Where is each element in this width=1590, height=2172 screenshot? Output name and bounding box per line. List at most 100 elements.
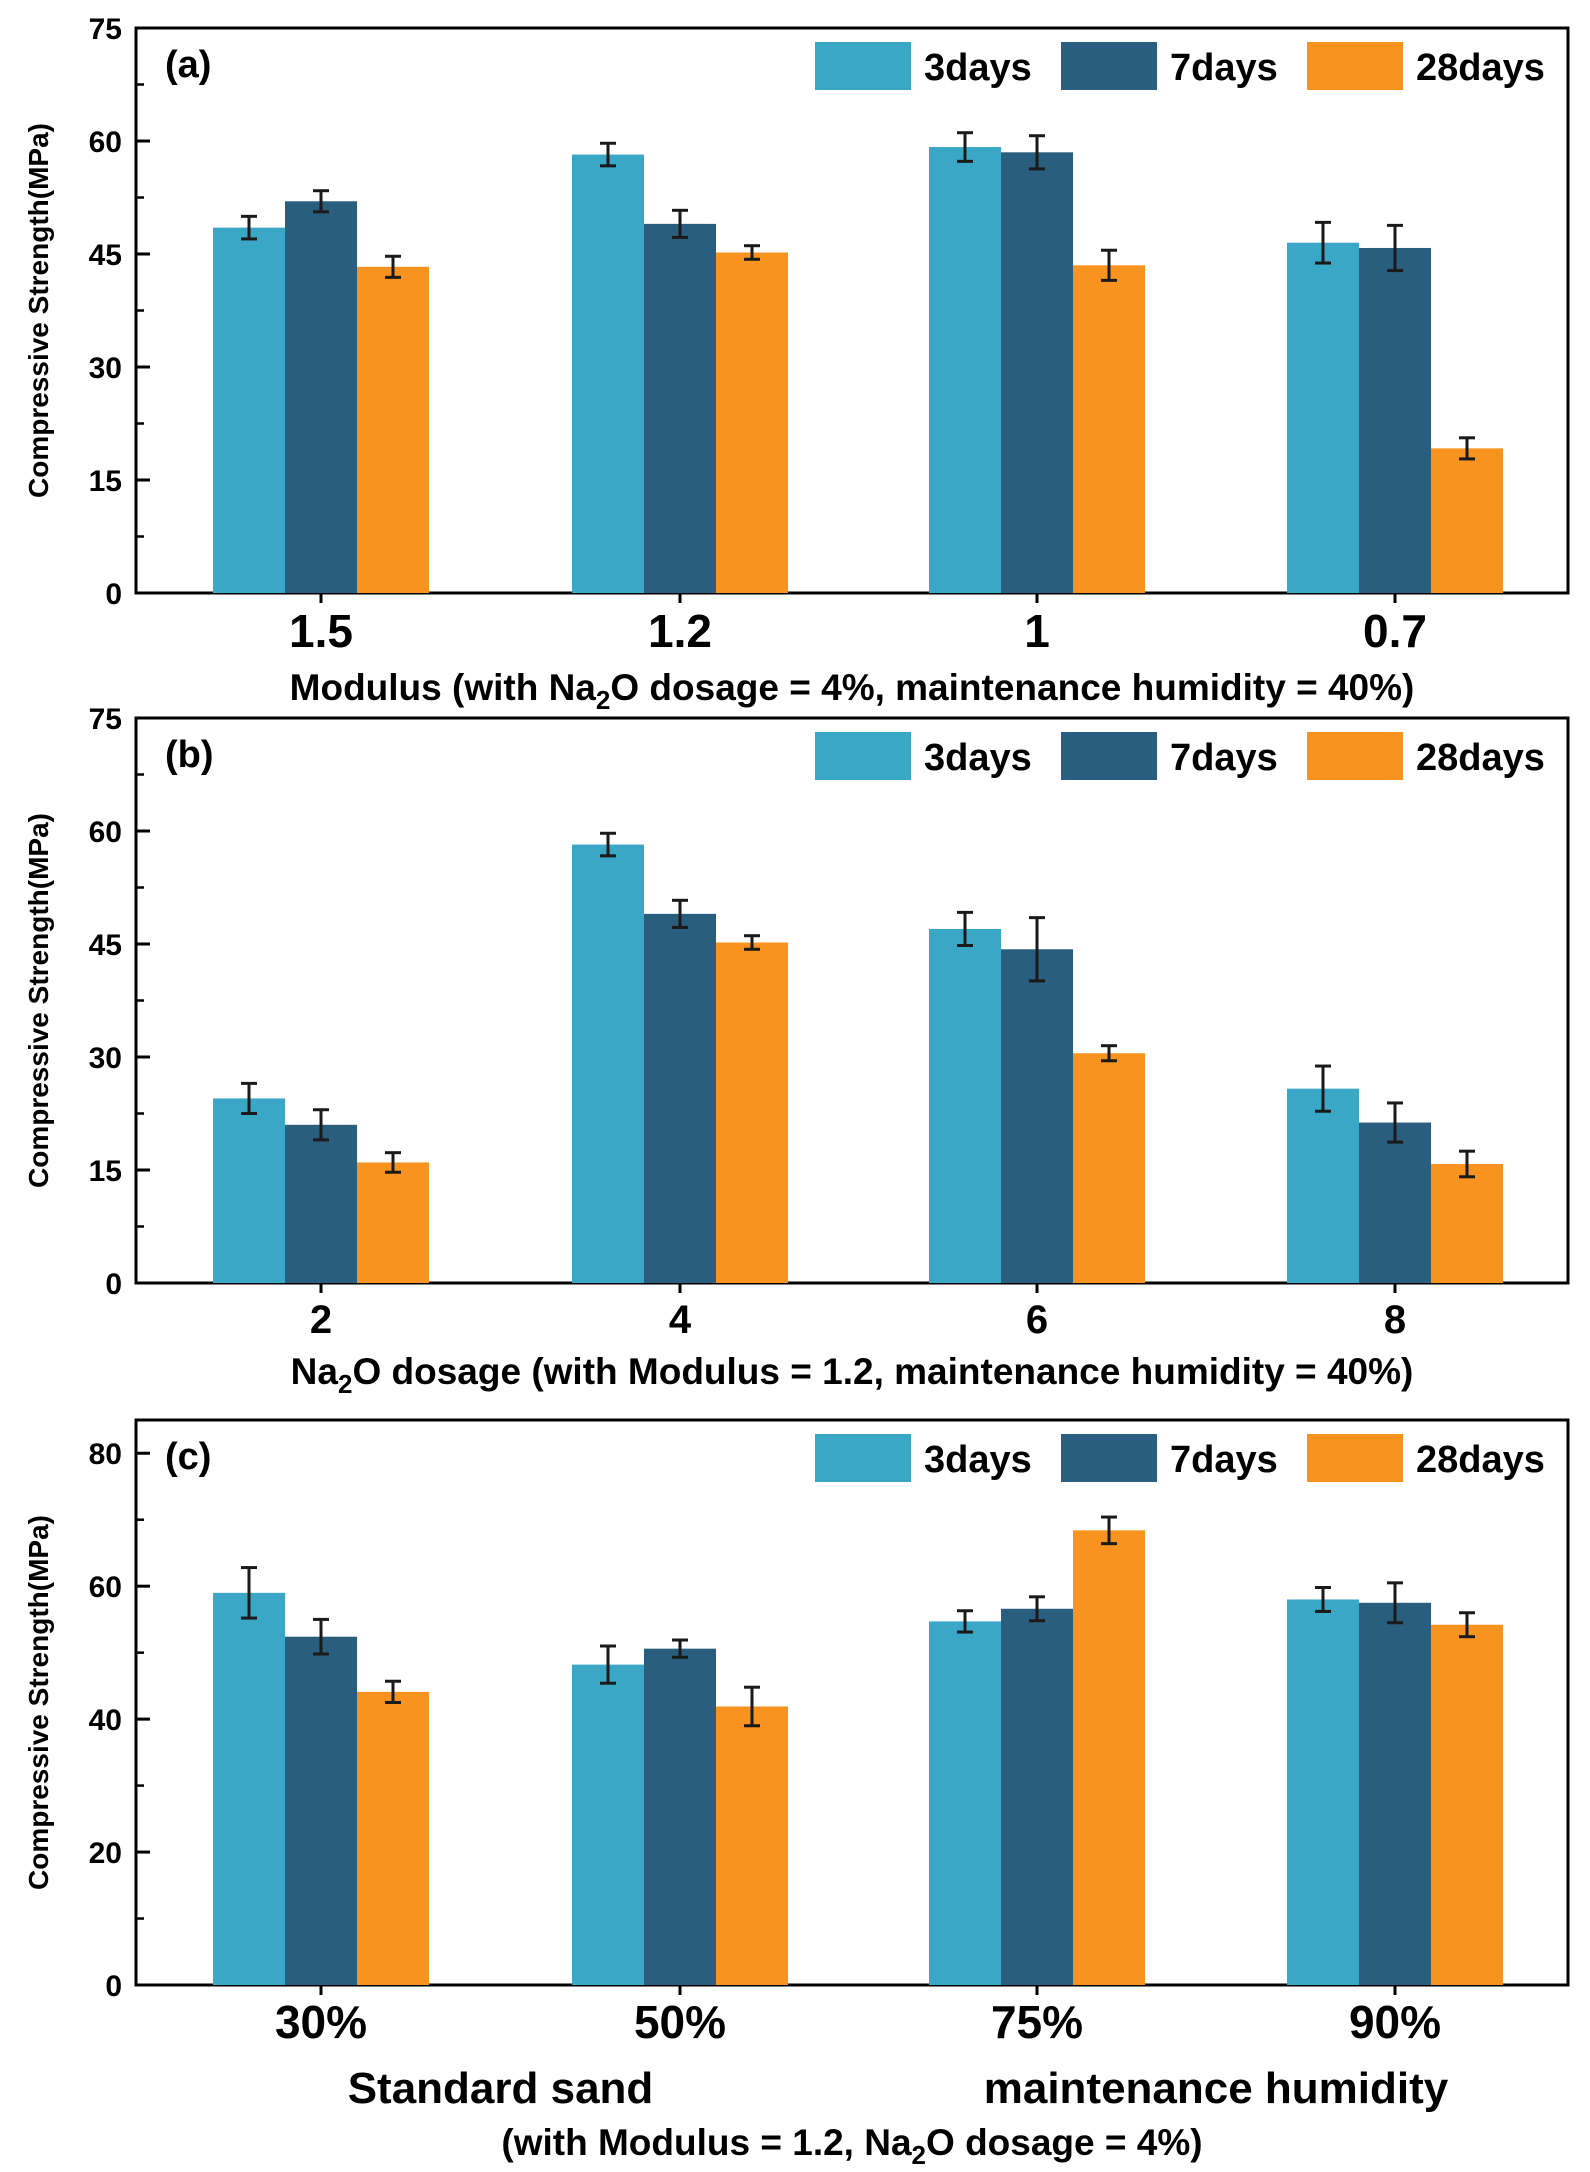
y-tick-label: 45 [89,239,122,272]
bar-28days-6 [1073,1053,1145,1283]
x-category-label: 6 [1026,1298,1048,1342]
y-tick-label: 0 [105,1970,122,2003]
legend-label-7days: 7days [1170,1439,1278,1481]
x-axis-label-part: Na [291,1351,339,1392]
x-category-label: 30% [275,1996,367,2048]
bar-3days-8 [1287,1088,1359,1283]
x-axis-label-part: O dosage = 4%) [926,2122,1203,2163]
y-tick-label: 20 [89,1837,122,1870]
y-tick-label: 15 [89,465,122,498]
y-axis-label: Compressive Strength(MPa) [23,123,54,498]
bar-28days-1.2 [716,252,788,593]
x-axis-label: Modulus (with Na2O dosage = 4%, maintena… [290,667,1415,715]
x-axis-label: (with Modulus = 1.2, Na2O dosage = 4%) [501,2122,1202,2170]
bar-7days-8 [1359,1122,1431,1283]
x-axis-label-subscript: 2 [338,1369,352,1399]
x-axis-label-subscript: 2 [596,685,610,715]
x-axis-label-part: Modulus (with Na [290,667,597,708]
legend-swatch-7days [1061,42,1157,90]
x-axis-label-part: (with Modulus = 1.2, Na [501,2122,912,2163]
bar-3days-1 [929,147,1001,593]
y-tick-label: 60 [89,1571,122,1604]
bar-28days-75% [1073,1530,1145,1985]
legend-label-3days: 3days [924,1439,1032,1481]
x-category-label: 2 [310,1298,332,1342]
legend-label-3days: 3days [924,737,1032,779]
x-category-label: 1.2 [648,605,712,657]
panel-label: (a) [165,44,211,86]
bar-28days-4 [716,942,788,1283]
legend-swatch-3days [815,1434,911,1482]
x-group-label: Standard sand [348,2064,654,2113]
x-category-label: 8 [1384,1298,1406,1342]
x-category-label: 50% [634,1996,726,2048]
bar-7days-1.2 [644,223,716,593]
bar-3days-90% [1287,1599,1359,1985]
bar-7days-90% [1359,1602,1431,1985]
x-category-label: 90% [1349,1996,1441,2048]
y-tick-label: 40 [89,1704,122,1737]
x-axis-label-part: O dosage (with Modulus = 1.2, maintenanc… [352,1351,1413,1392]
bar-28days-50% [716,1706,788,1985]
legend-swatch-7days [1061,732,1157,780]
bar-7days-75% [1001,1608,1073,1985]
x-axis-label-subscript: 2 [912,2140,926,2170]
legend-swatch-3days [815,42,911,90]
bar-3days-50% [572,1664,644,1985]
panel-label: (b) [165,734,214,776]
y-tick-label: 0 [105,578,122,611]
legend-label-28days: 28days [1416,47,1545,89]
y-axis-label: Compressive Strength(MPa) [23,1515,54,1890]
bar-3days-6 [929,928,1001,1283]
y-tick-label: 45 [89,929,122,962]
bar-7days-2 [285,1124,357,1283]
x-axis-label-part: O dosage = 4%, maintenance humidity = 40… [610,667,1414,708]
chart-panel-0: 0 15 30 45 60 75 Compressive Strength(MPa) (a) 3… [23,13,1570,715]
legend-label-28days: 28days [1416,737,1545,779]
legend-swatch-28days [1307,732,1403,780]
bar-3days-1.5 [213,227,285,593]
y-tick-label: 30 [89,352,122,385]
bar-7days-6 [1001,949,1073,1283]
bar-28days-90% [1431,1624,1503,1985]
bar-7days-1.5 [285,201,357,593]
legend-swatch-3days [815,732,911,780]
x-category-label: 4 [669,1298,692,1342]
panel-label: (c) [165,1436,211,1478]
legend-swatch-28days [1307,42,1403,90]
legend-label-7days: 7days [1170,737,1278,779]
bar-7days-4 [644,913,716,1283]
bar-28days-0.7 [1431,448,1503,593]
plot-frame [134,1418,1570,1987]
bar-7days-0.7 [1359,247,1431,593]
legend-swatch-7days [1061,1434,1157,1482]
x-group-label: maintenance humidity [984,2064,1449,2113]
y-axis-label: Compressive Strength(MPa) [23,813,54,1188]
x-category-label: 75% [991,1996,1083,2048]
y-tick-label: 0 [105,1268,122,1301]
chart-panel-1: 0 15 30 45 60 75 Compressive Strength(MPa) (b) 3… [23,703,1570,1399]
y-tick-label: 80 [89,1438,122,1471]
bar-28days-8 [1431,1163,1503,1283]
bar-3days-1.2 [572,154,644,593]
bar-28days-1 [1073,265,1145,593]
bar-28days-30% [357,1691,429,1985]
bar-3days-4 [572,844,644,1283]
bar-3days-75% [929,1621,1001,1985]
bar-3days-0.7 [1287,242,1359,593]
legend-swatch-28days [1307,1434,1403,1482]
bar-7days-30% [285,1636,357,1985]
bar-28days-2 [357,1162,429,1283]
x-category-label: 1 [1024,605,1050,657]
bar-7days-50% [644,1648,716,1985]
x-axis-label: Na2O dosage (with Modulus = 1.2, mainten… [291,1351,1414,1399]
bar-7days-1 [1001,152,1073,594]
x-category-label: 1.5 [289,605,353,657]
chart-panel-2: 0 20 40 60 80 Compressive Strength(MPa) (c) 3da… [23,1418,1570,2170]
y-tick-label: 75 [89,703,122,736]
y-tick-label: 15 [89,1155,122,1188]
legend-label-3days: 3days [924,47,1032,89]
y-tick-label: 30 [89,1042,122,1075]
bar-28days-1.5 [357,266,429,593]
bar-3days-30% [213,1592,285,1985]
